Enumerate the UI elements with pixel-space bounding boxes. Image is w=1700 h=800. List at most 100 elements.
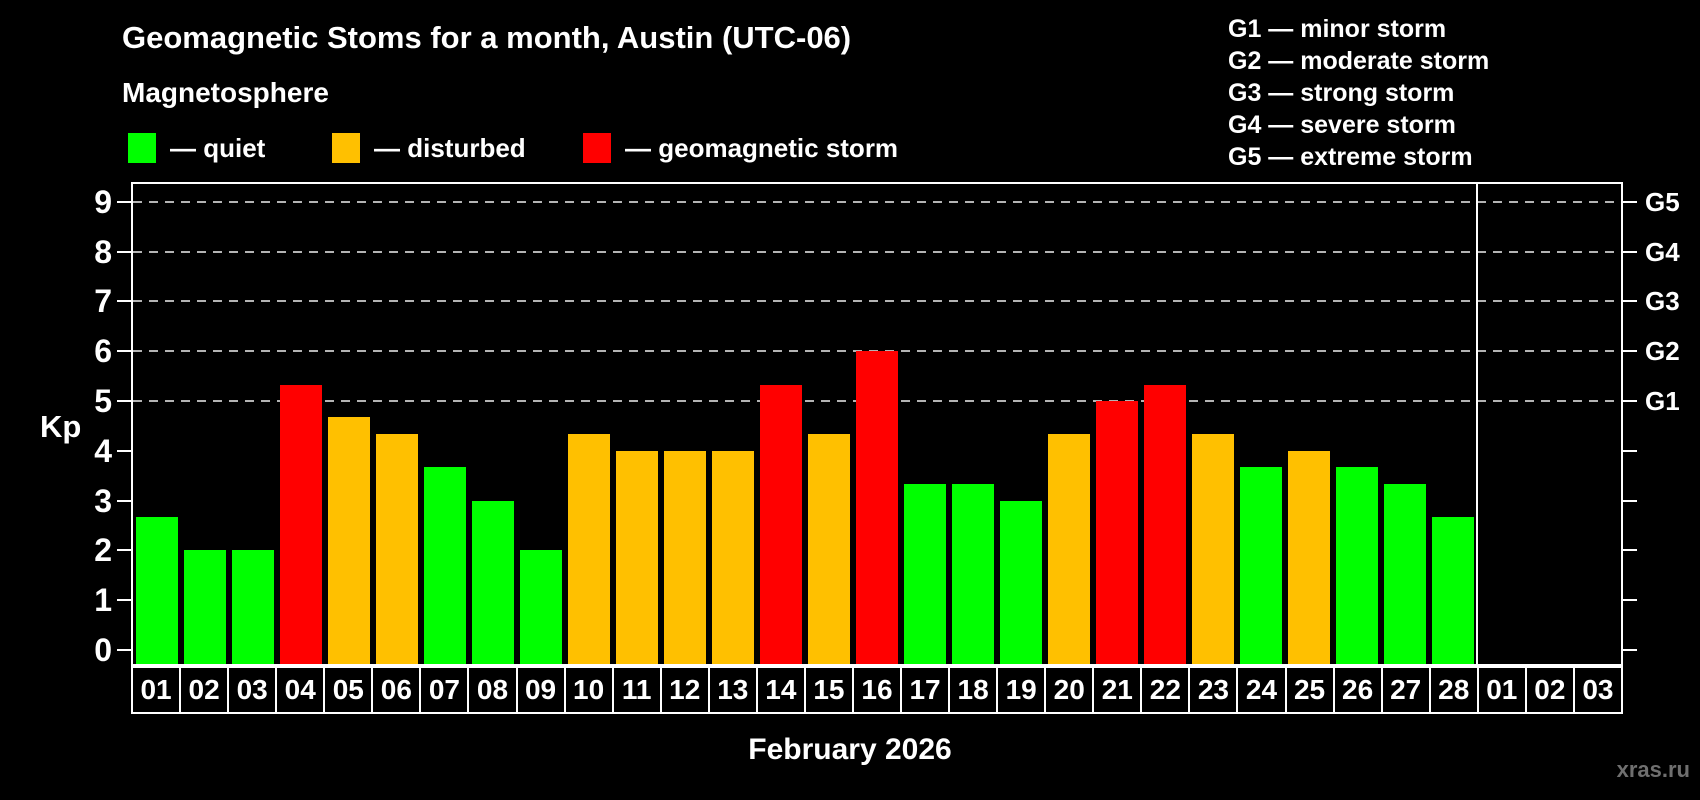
date-cell-26: 26 xyxy=(1332,666,1383,714)
date-cell-12: 12 xyxy=(659,666,710,714)
kp-bar-day-12 xyxy=(664,450,706,664)
right-axis-tick-9 xyxy=(1623,200,1637,203)
left-axis-tick-3 xyxy=(117,499,131,502)
month-separator xyxy=(1476,184,1478,664)
date-cell-03: 03 xyxy=(227,666,278,714)
right-axis-tick-5 xyxy=(1623,400,1637,402)
left-axis-tick-2 xyxy=(117,549,131,552)
y-axis-label-6: 6 xyxy=(94,333,112,370)
kp-bar-day-18 xyxy=(952,484,994,664)
date-cell-11: 11 xyxy=(611,666,662,714)
right-axis-tick-3 xyxy=(1623,499,1637,502)
kp-bar-day-14 xyxy=(760,384,802,664)
date-cell-04: 04 xyxy=(275,666,326,714)
date-cell-06: 06 xyxy=(371,666,422,714)
right-axis-label-g4: G4 xyxy=(1645,236,1680,267)
kp-bar-day-01 xyxy=(136,517,178,664)
y-axis-label-0: 0 xyxy=(94,632,112,668)
kp-bar-day-24 xyxy=(1240,467,1282,664)
left-axis-tick-6 xyxy=(117,350,131,353)
right-axis-label-g2: G2 xyxy=(1645,336,1680,367)
date-cell-21: 21 xyxy=(1092,666,1143,714)
kp-bar-day-20 xyxy=(1048,434,1090,664)
y-axis-label-3: 3 xyxy=(94,482,112,519)
storm-color-swatch xyxy=(583,133,611,163)
date-cell-next-01: 01 xyxy=(1476,666,1527,714)
kp-bar-day-17 xyxy=(904,484,946,664)
chart-subtitle: Magnetosphere xyxy=(122,77,329,108)
left-axis-tick-7 xyxy=(117,300,131,303)
legend-item-label: — quiet xyxy=(170,132,266,163)
date-cell-16: 16 xyxy=(851,666,902,714)
y-axis-label-2: 2 xyxy=(94,532,112,569)
right-axis-tick-2 xyxy=(1623,549,1637,552)
left-axis-tick-1 xyxy=(117,599,131,602)
kp-bar-day-11 xyxy=(616,450,658,664)
y-axis-label-7: 7 xyxy=(94,283,112,320)
date-cell-10: 10 xyxy=(563,666,614,714)
kp-bar-day-04 xyxy=(280,384,322,664)
date-cell-22: 22 xyxy=(1140,666,1191,714)
date-cell-24: 24 xyxy=(1236,666,1287,714)
kp-bar-day-08 xyxy=(472,500,514,664)
right-axis-label-g3: G3 xyxy=(1645,286,1680,317)
y-axis-label-8: 8 xyxy=(94,233,112,270)
date-cell-02: 02 xyxy=(179,666,230,714)
kp-bar-day-25 xyxy=(1288,450,1330,664)
kp-bar-day-05 xyxy=(328,417,370,664)
gridline-kp-6 xyxy=(133,350,1621,353)
legend-item-disturbed: — disturbed xyxy=(332,131,526,165)
g5-legend-line: G5 — extreme storm xyxy=(1228,143,1473,171)
right-axis-tick-8 xyxy=(1623,250,1637,253)
right-axis-tick-6 xyxy=(1623,350,1637,353)
date-cell-17: 17 xyxy=(900,666,951,714)
kp-bar-day-13 xyxy=(712,450,754,664)
left-axis-tick-4 xyxy=(117,449,131,452)
g2-legend-line: G2 — moderate storm xyxy=(1228,47,1490,75)
date-cell-15: 15 xyxy=(803,666,854,714)
x-axis-title: February 2026 xyxy=(748,733,952,766)
g1-legend-line: G1 — minor storm xyxy=(1228,15,1447,43)
plot-inner-layer xyxy=(133,184,1621,664)
quiet-color-swatch xyxy=(128,133,156,163)
right-axis-tick-7 xyxy=(1623,300,1637,303)
date-cell-28: 28 xyxy=(1428,666,1479,714)
kp-bar-day-10 xyxy=(568,434,610,664)
date-cell-07: 07 xyxy=(419,666,470,714)
gridline-kp-7 xyxy=(133,300,1621,303)
kp-bar-day-03 xyxy=(232,550,274,664)
date-cell-09: 09 xyxy=(515,666,566,714)
page-title: Geomagnetic Stoms for a month, Austin (U… xyxy=(122,20,852,55)
g-scale-legend: G1 — minor storm G2 — moderate storm G3 … xyxy=(1228,13,1489,173)
date-cell-13: 13 xyxy=(707,666,758,714)
date-axis-row: 01 02 03 04 05 06 07 08 09 10 11 12 13 14 15 16 17 18 19 20… xyxy=(131,666,1623,714)
right-axis-tick-1 xyxy=(1623,599,1637,602)
legend-item-label: — disturbed xyxy=(374,132,526,163)
legend-item-quiet: — quiet xyxy=(128,131,265,165)
y-axis-label-5: 5 xyxy=(94,383,112,419)
date-cell-25: 25 xyxy=(1284,666,1335,714)
kp-bar-day-02 xyxy=(184,550,226,664)
date-cell-23: 23 xyxy=(1188,666,1239,714)
date-cell-18: 18 xyxy=(948,666,999,714)
gridline-kp-8 xyxy=(133,250,1621,253)
kp-bar-day-19 xyxy=(1000,500,1042,664)
kp-bar-day-06 xyxy=(376,434,418,664)
date-cell-27: 27 xyxy=(1380,666,1431,714)
watermark: xras.ru xyxy=(1616,757,1690,782)
kp-bar-day-15 xyxy=(808,434,850,664)
left-axis-tick-9 xyxy=(117,200,131,203)
kp-bar-day-26 xyxy=(1336,467,1378,664)
date-cell-next-03: 03 xyxy=(1572,666,1623,714)
gridline-kp-9 xyxy=(133,200,1621,203)
kp-bar-day-27 xyxy=(1384,484,1426,664)
y-axis-label-4: 4 xyxy=(94,432,112,469)
date-cell-01: 01 xyxy=(131,666,182,714)
left-axis-tick-5 xyxy=(117,400,131,402)
g4-legend-line: G4 — severe storm xyxy=(1228,111,1456,139)
legend-item-storm: — geomagnetic storm xyxy=(583,131,898,165)
kp-bar-day-09 xyxy=(520,550,562,664)
disturbed-color-swatch xyxy=(332,133,360,163)
kp-bar-day-28 xyxy=(1432,517,1474,664)
